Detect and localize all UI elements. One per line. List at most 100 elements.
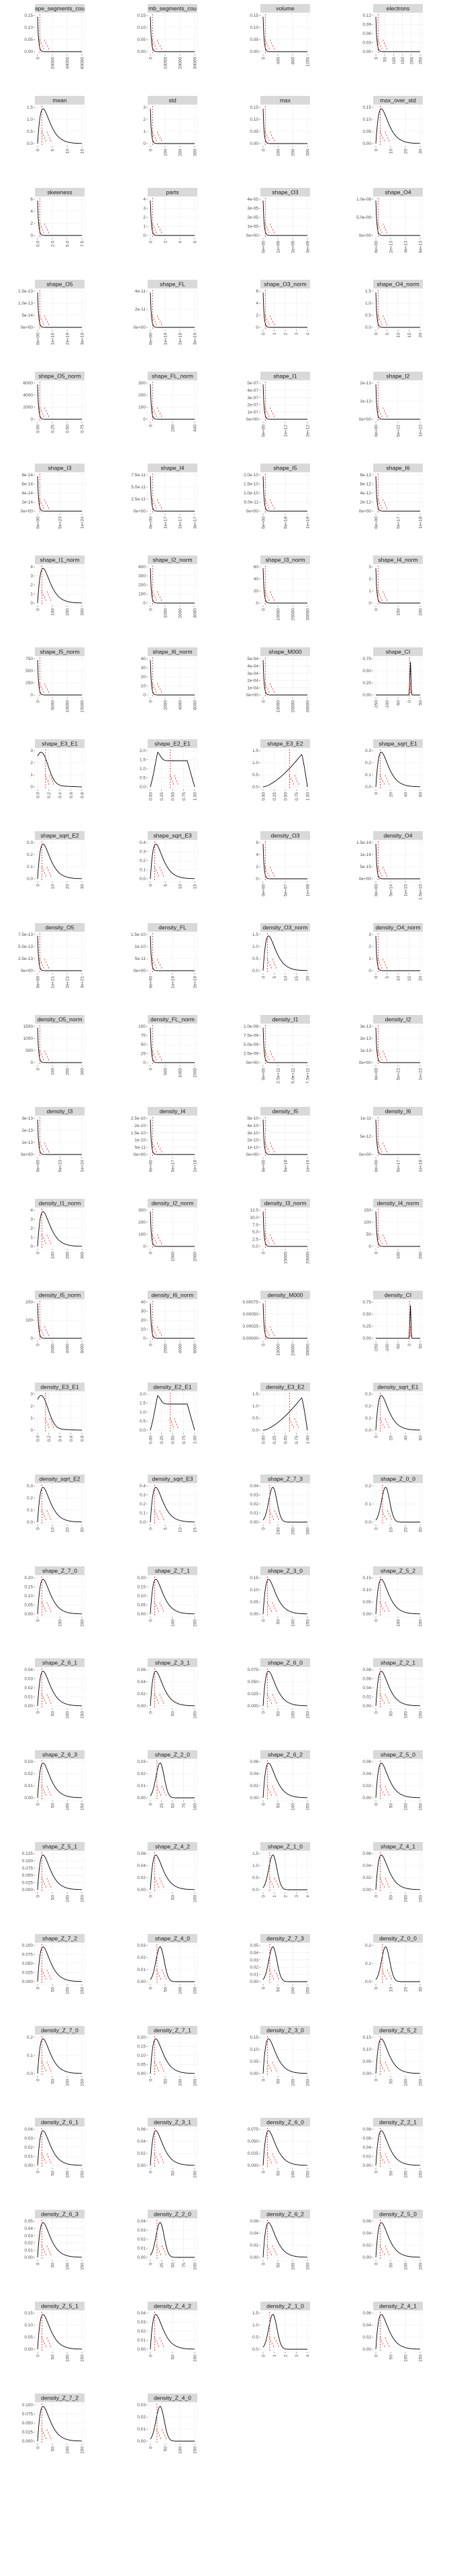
x-tick-label: 0.00 xyxy=(36,425,41,433)
y-tick-label: 2 xyxy=(30,583,33,588)
x-tick-label: 0.25 xyxy=(51,425,56,433)
y-tick-label: 4e-05 xyxy=(247,197,258,202)
density-curve xyxy=(150,16,195,52)
y-tick-label: 0.00 xyxy=(250,2255,258,2260)
y-tick-label: 0e+00 xyxy=(359,1152,372,1157)
y-tick-label: 0 xyxy=(143,693,146,698)
density-curve xyxy=(262,1762,307,1799)
x-tick-label: 10000 xyxy=(66,700,70,712)
x-tick-label: 15 xyxy=(407,333,412,338)
x-tick-label: 0 xyxy=(262,1711,266,1714)
y-tick-label: 1.0e-08 xyxy=(244,1024,258,1029)
facet-title: density_Z_4_1 xyxy=(379,2303,417,2310)
density-curve xyxy=(375,1395,420,1431)
facet-strip xyxy=(373,923,423,932)
x-tick-label: -150 xyxy=(374,1344,379,1352)
density-curve xyxy=(150,1303,195,1339)
facet-strip xyxy=(373,1291,423,1299)
y-tick-label: 0.0 xyxy=(27,877,33,881)
y-tick-label: 0.0 xyxy=(140,1428,146,1433)
x-tick-label: 250 xyxy=(419,57,423,64)
y-tick-label: 2.5e-11 xyxy=(131,497,146,502)
y-tick-label: 0.10 xyxy=(362,1588,371,1593)
x-tick-label: 10000 xyxy=(277,700,281,712)
x-tick-label: 0.25 xyxy=(160,792,164,801)
y-tick-label: 1e-05 xyxy=(247,225,258,229)
y-tick-label: 0.15 xyxy=(362,105,371,110)
facet-strip xyxy=(35,1566,85,1575)
facet-title: density_I2_norm xyxy=(152,1200,194,1207)
facet-panel: shape_FL 0e+00 1e+19 2e+19 3e+19 0e+00 2e-11 4e… xyxy=(134,280,198,345)
y-tick-label: 0.025 xyxy=(22,2430,34,2435)
y-tick-label: 0.05 xyxy=(24,2219,33,2224)
density-curve xyxy=(375,2222,420,2258)
facet-strip xyxy=(148,96,197,105)
facet-title: density_Z_3_0 xyxy=(266,2027,304,2034)
y-tick-label: 200 xyxy=(138,583,146,588)
x-tick-label: 0 xyxy=(374,1803,379,1806)
x-tick-label: 0e+00 xyxy=(374,241,379,254)
x-tick-label: 100 xyxy=(291,1987,296,1994)
x-tick-label: 0e+00 xyxy=(36,976,41,989)
y-tick-label: 0.2 xyxy=(27,2035,33,2040)
facet-panel: ape_segments_cou 0 20000 40000 60000 0.00 0.05… xyxy=(24,4,85,69)
facet-title: shape_M000 xyxy=(268,649,301,655)
facet-panel: shape_I2_norm 0 1000 2000 3000 0 100 200 300 400 xyxy=(138,555,198,618)
facet-panel: density_Z_4_1 0 50 100 150 0.00 0.02 0.04 0.06 xyxy=(362,2302,423,2362)
y-tick-label: 0.075 xyxy=(22,1953,34,1957)
x-tick-label: 0e+00 xyxy=(374,1160,379,1173)
x-tick-label: 0 xyxy=(262,2263,266,2265)
y-tick-label: 0.15 xyxy=(24,1585,33,1590)
y-tick-label: 5e-15 xyxy=(360,865,371,869)
y-tick-label: 2.5e-10 xyxy=(131,1116,146,1121)
facet-strip xyxy=(148,2118,197,2127)
y-tick-label: 0.000 xyxy=(248,2163,259,2168)
x-tick-label: 100 xyxy=(179,2447,183,2454)
facet-strip xyxy=(260,1474,310,1483)
y-tick-label: 5.0e-13 xyxy=(18,945,33,949)
y-tick-label: 50 xyxy=(366,1232,372,1237)
density-curve xyxy=(150,843,195,879)
panel-background xyxy=(260,2218,311,2261)
facet-panel: shape_I3 0e+00 5e+23 1e+24 0e+00 2e-14 4e-14 6e… xyxy=(21,464,85,529)
x-tick-label: 5.0 xyxy=(66,241,70,247)
facet-title: density_O4 xyxy=(384,833,413,839)
facet-title: mb_segments_cou xyxy=(148,5,197,12)
facet-title: shape_Z_6_1 xyxy=(42,1660,77,1666)
y-tick-label: 5e-07 xyxy=(247,381,258,386)
y-tick-label: 3 xyxy=(368,932,371,937)
facet-strip xyxy=(373,372,423,380)
y-tick-label: 0.000 xyxy=(22,1980,34,1984)
panel-background xyxy=(147,12,198,55)
facet-strip xyxy=(148,2302,197,2310)
y-tick-label: 100 xyxy=(26,1318,33,1323)
x-tick-label: 1e+17 xyxy=(164,517,168,529)
y-tick-label: 4 xyxy=(256,301,258,306)
x-tick-label: 50 xyxy=(171,1803,176,1809)
x-tick-label: 50 xyxy=(389,1711,394,1717)
y-tick-label: 2.0e-10 xyxy=(244,473,258,478)
facet-panel: density_Z_4_0 0 50 100 150 0.00 0.01 0.02 0.03 xyxy=(137,2394,198,2454)
facet-strip xyxy=(260,831,310,840)
y-tick-label: 0.04 xyxy=(250,1484,258,1489)
facet-panel: shape_I3_norm 0 10000 20000 30000 0 20 40 60 xyxy=(254,555,311,621)
x-tick-label: 150 xyxy=(306,1619,311,1627)
y-tick-label: 2 xyxy=(143,117,146,122)
y-tick-label: 0.00 xyxy=(362,693,371,698)
facet-title: density_Z_7_2 xyxy=(41,2395,79,2402)
y-tick-label: 2.5e-13 xyxy=(18,957,33,961)
x-tick-label: 0 xyxy=(374,2171,379,2174)
x-tick-label: 300 xyxy=(193,149,198,156)
panel-background xyxy=(260,564,311,606)
y-tick-label: 1.5e-13 xyxy=(18,289,33,294)
y-tick-label: 0 xyxy=(30,1428,33,1433)
x-tick-label: 1e+22 xyxy=(419,1068,423,1081)
y-tick-label: 0.050 xyxy=(248,2139,259,2144)
facet-strip xyxy=(148,1015,197,1024)
x-tick-label: 50 xyxy=(51,2447,56,2452)
y-tick-label: 8e-12 xyxy=(360,473,371,478)
y-tick-label: 0.00 xyxy=(362,1888,371,1892)
y-tick-label: 0.075 xyxy=(248,1668,259,1672)
x-tick-label: 0 xyxy=(149,2447,154,2449)
density-curve xyxy=(150,1578,195,1615)
